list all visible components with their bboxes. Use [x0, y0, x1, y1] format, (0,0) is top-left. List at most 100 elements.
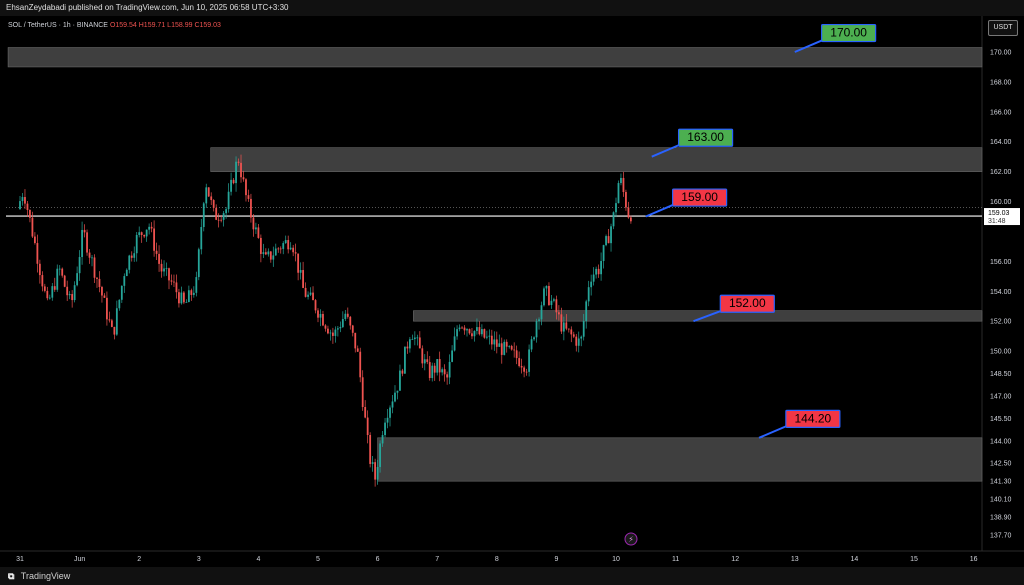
candle-body: [115, 308, 118, 335]
event-marker-icon: [624, 532, 638, 546]
time-tick-label: 13: [791, 556, 799, 563]
price-tick-label: 164.00: [990, 139, 1012, 146]
candle-body: [381, 435, 384, 444]
candle-body: [187, 290, 190, 303]
candle-body: [118, 299, 121, 309]
candle-body: [356, 348, 359, 352]
candle-body: [374, 462, 377, 480]
candle-body: [145, 229, 148, 237]
candle-body: [394, 392, 396, 402]
candle-body: [183, 292, 185, 303]
candle-body: [548, 285, 550, 305]
candle-body: [202, 203, 205, 227]
candle-body: [515, 350, 518, 359]
candle-body: [262, 252, 265, 254]
candle-body: [391, 401, 394, 408]
brand-name: TradingView: [20, 571, 71, 581]
candle-body: [562, 322, 565, 332]
annotation-box: [672, 188, 728, 207]
candle-body: [461, 327, 463, 329]
candle-body: [160, 263, 163, 272]
candle-body: [627, 207, 630, 218]
annotation-label: 144.20: [795, 411, 832, 425]
price-tick-label: 138.90: [990, 515, 1012, 522]
candle-body: [63, 275, 66, 287]
candle-body: [575, 336, 578, 346]
candle-body: [180, 292, 183, 304]
candle-body: [433, 365, 436, 373]
candle-body: [259, 237, 262, 254]
candle-body: [550, 300, 553, 305]
candle-body: [418, 337, 421, 349]
candle-body: [483, 329, 486, 338]
time-tick-label: 12: [731, 556, 739, 563]
candle-body: [91, 257, 93, 259]
price-chart[interactable]: 170.00 168.00 166.00 164.00 162.00 160.00 156.…: [0, 16, 1024, 567]
candle-body: [245, 179, 247, 196]
candle-body: [106, 297, 108, 320]
candle-body: [312, 292, 314, 301]
candle-body: [498, 343, 501, 347]
price-tick-label: 160.00: [990, 199, 1012, 206]
candle-body: [287, 240, 290, 250]
candle-body: [197, 249, 200, 278]
candle-body: [332, 332, 334, 336]
candle-body: [359, 351, 362, 378]
candle-body: [53, 286, 56, 290]
candle-body: [207, 187, 210, 197]
candle-body: [36, 243, 39, 264]
candle-body: [384, 422, 386, 436]
candle-body: [361, 377, 364, 407]
candle-body: [406, 346, 409, 349]
candle-body: [481, 329, 483, 335]
candle-body: [294, 252, 297, 254]
time-tick-label: 15: [910, 556, 918, 563]
candle-body: [190, 290, 193, 295]
candle-body: [617, 183, 620, 204]
candle-body: [426, 359, 429, 363]
candle-body: [473, 330, 476, 337]
candle-body: [56, 268, 59, 290]
price-tick-label: 142.50: [990, 461, 1012, 468]
high-value: H159.71: [138, 22, 166, 29]
candle-body: [463, 327, 466, 331]
price-tick-label: 137.70: [990, 533, 1012, 540]
candle-body: [86, 232, 88, 253]
candle-body: [71, 294, 74, 301]
candle-body: [48, 297, 51, 299]
time-tick-label: 6: [376, 556, 380, 563]
symbol-name: SOL / TetherUS · 1h · BINANCE: [8, 22, 108, 29]
candle-body: [227, 191, 230, 210]
candle-body: [98, 278, 101, 287]
candle-body: [620, 177, 622, 184]
candle-body: [58, 268, 61, 270]
time-tick-label: Jun: [74, 556, 85, 563]
candle-body: [523, 367, 526, 372]
candle-body: [217, 219, 220, 221]
lightning-icon: ⚡: [628, 535, 634, 544]
candle-body: [577, 338, 580, 346]
candle-body: [250, 198, 252, 218]
candle-body: [272, 255, 275, 260]
candle-body: [396, 390, 399, 393]
candle-body: [255, 227, 257, 230]
tradingview-logo-icon: ⧉: [8, 571, 15, 581]
candle-body: [610, 226, 612, 244]
candle-body: [173, 281, 175, 283]
candle-body: [413, 337, 416, 340]
candle-body: [46, 290, 49, 299]
time-tick-label: 31: [16, 556, 24, 563]
candle-body: [513, 349, 516, 351]
candle-body: [88, 252, 91, 258]
candle-body: [274, 248, 277, 256]
candle-body: [366, 417, 369, 435]
currency-button[interactable]: USDT: [988, 20, 1018, 36]
candle-body: [307, 294, 309, 297]
annotation-box: [677, 128, 734, 147]
candle-body: [543, 288, 545, 306]
candle-body: [31, 217, 34, 237]
price-tick-label: 156.00: [990, 259, 1012, 266]
candle-body: [123, 276, 126, 286]
candle-body: [443, 369, 446, 375]
candle-body: [212, 200, 215, 208]
